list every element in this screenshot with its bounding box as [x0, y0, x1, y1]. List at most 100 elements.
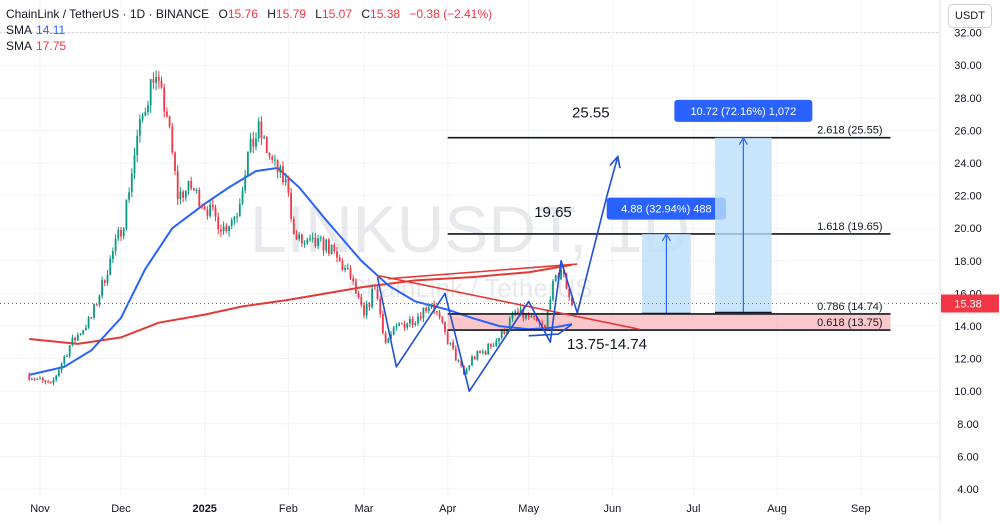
candle[interactable]	[133, 148, 136, 180]
candle[interactable]	[152, 72, 155, 89]
candle[interactable]	[498, 337, 500, 344]
candle[interactable]	[160, 76, 163, 89]
candle[interactable]	[141, 112, 144, 123]
candle[interactable]	[292, 216, 295, 235]
candle[interactable]	[171, 123, 174, 155]
candle[interactable]	[357, 290, 360, 299]
candle[interactable]	[220, 224, 222, 238]
candle[interactable]	[125, 199, 128, 231]
candle[interactable]	[376, 286, 379, 301]
candle[interactable]	[233, 215, 236, 225]
candle[interactable]	[328, 237, 330, 257]
candle[interactable]	[144, 107, 147, 117]
candle[interactable]	[317, 234, 319, 250]
candle[interactable]	[168, 115, 171, 129]
candle[interactable]	[387, 337, 390, 344]
candle[interactable]	[68, 344, 71, 359]
candle[interactable]	[179, 186, 182, 205]
candle[interactable]	[182, 189, 184, 203]
candle[interactable]	[103, 279, 106, 287]
candle[interactable]	[441, 315, 444, 325]
candle[interactable]	[392, 325, 395, 336]
candle[interactable]	[225, 223, 228, 233]
candle[interactable]	[282, 161, 284, 185]
candle[interactable]	[373, 284, 376, 290]
candle[interactable]	[449, 342, 452, 346]
candle[interactable]	[295, 230, 298, 240]
candle[interactable]	[274, 154, 276, 167]
candle[interactable]	[546, 309, 549, 328]
candle[interactable]	[63, 355, 66, 367]
candle[interactable]	[549, 296, 552, 312]
candle[interactable]	[319, 235, 322, 242]
candle[interactable]	[238, 198, 241, 217]
sma-slow-line[interactable]	[29, 263, 573, 345]
candle[interactable]	[79, 333, 82, 336]
candle[interactable]	[236, 212, 238, 223]
candle[interactable]	[184, 190, 187, 202]
candle[interactable]	[139, 114, 141, 143]
candle[interactable]	[333, 242, 336, 254]
candle[interactable]	[66, 354, 68, 358]
candle[interactable]	[109, 255, 112, 276]
candle[interactable]	[525, 313, 527, 321]
candle[interactable]	[511, 311, 514, 322]
candle[interactable]	[130, 168, 133, 198]
candle[interactable]	[454, 345, 457, 361]
candle[interactable]	[514, 309, 517, 317]
candle[interactable]	[309, 234, 311, 242]
candle[interactable]	[276, 159, 279, 179]
candle[interactable]	[508, 316, 511, 330]
candle[interactable]	[41, 376, 44, 383]
candle[interactable]	[193, 187, 195, 191]
candle[interactable]	[417, 312, 419, 326]
candle[interactable]	[155, 70, 157, 91]
candle[interactable]	[71, 334, 74, 347]
candle[interactable]	[301, 233, 303, 247]
candle[interactable]	[47, 379, 49, 383]
candle[interactable]	[195, 188, 198, 194]
candle[interactable]	[206, 206, 209, 220]
resistance-line[interactable]	[388, 263, 578, 280]
candle[interactable]	[338, 254, 341, 262]
candle[interactable]	[268, 152, 271, 160]
candle[interactable]	[533, 314, 535, 321]
candle[interactable]	[149, 79, 152, 114]
candle[interactable]	[368, 302, 371, 311]
candle[interactable]	[163, 83, 166, 118]
candle[interactable]	[360, 293, 363, 308]
candle[interactable]	[174, 151, 176, 175]
candle[interactable]	[198, 187, 201, 207]
candle[interactable]	[438, 309, 441, 320]
candle[interactable]	[209, 199, 211, 218]
candle[interactable]	[468, 365, 471, 371]
candle[interactable]	[422, 307, 425, 323]
candle[interactable]	[479, 350, 481, 354]
candle[interactable]	[284, 173, 287, 186]
candle[interactable]	[263, 134, 265, 140]
candle[interactable]	[311, 232, 314, 243]
candle[interactable]	[241, 186, 244, 206]
candle[interactable]	[355, 278, 357, 295]
sma-fast-legend[interactable]: SMA 14.11	[6, 22, 492, 38]
candle[interactable]	[427, 304, 430, 314]
candle[interactable]	[222, 221, 225, 235]
candle[interactable]	[379, 296, 382, 318]
candle[interactable]	[244, 169, 247, 194]
candle[interactable]	[403, 320, 406, 332]
candle[interactable]	[452, 339, 454, 351]
candle[interactable]	[554, 274, 557, 283]
candle[interactable]	[409, 315, 411, 328]
candle[interactable]	[147, 101, 149, 116]
candle[interactable]	[490, 343, 492, 350]
candle[interactable]	[260, 116, 263, 145]
candle[interactable]	[55, 374, 58, 382]
candle[interactable]	[400, 322, 403, 325]
candle[interactable]	[60, 362, 63, 374]
candle[interactable]	[495, 337, 498, 347]
candle[interactable]	[363, 301, 365, 319]
candle[interactable]	[255, 132, 257, 151]
candle[interactable]	[39, 376, 41, 380]
